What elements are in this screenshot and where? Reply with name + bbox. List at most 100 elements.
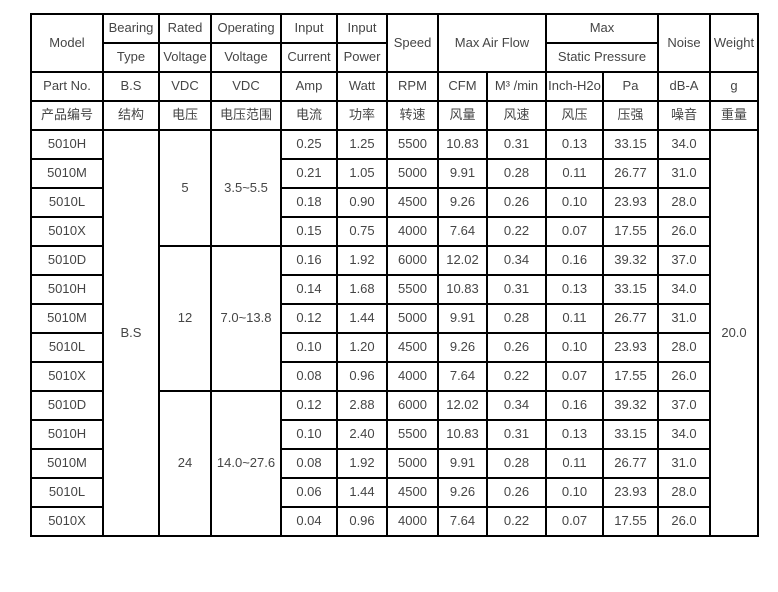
cell-model: 5010D (30, 390, 104, 421)
unit-inch-h2o: Inch-H2o (545, 71, 604, 102)
header-operating-line1: Operating (210, 13, 282, 44)
cell-cfm: 7.64 (437, 216, 488, 247)
fan-spec-table-wrap: Model Bearing Rated Operating Input Inpu… (30, 13, 759, 537)
cell-rpm: 4500 (386, 477, 439, 508)
header-bearing-line1: Bearing (102, 13, 160, 44)
unit-m3min: M³ /min (486, 71, 547, 102)
header-power-line1: Input (336, 13, 388, 44)
table-row: 5010H 0.10 2.40 5500 10.83 0.31 0.13 33.… (30, 419, 758, 450)
cell-model: 5010D (30, 245, 104, 276)
cn-noise: 噪音 (657, 100, 711, 131)
header-rated-line1: Rated (158, 13, 212, 44)
cell-pa: 26.77 (602, 448, 659, 479)
cell-db: 37.0 (657, 390, 711, 421)
cell-rpm: 4500 (386, 332, 439, 363)
cell-pa: 17.55 (602, 506, 659, 537)
cell-weight-value: 20.0 (709, 129, 759, 537)
cell-amp: 0.04 (280, 506, 338, 537)
cell-amp: 0.08 (280, 448, 338, 479)
cell-watt: 0.96 (336, 506, 388, 537)
cell-model: 5010X (30, 361, 104, 392)
unit-operating-voltage: VDC (210, 71, 282, 102)
cell-m3: 0.22 (486, 216, 547, 247)
cell-pa: 33.15 (602, 419, 659, 450)
table-row: 5010M 0.21 1.05 5000 9.91 0.28 0.11 26.7… (30, 158, 758, 189)
cell-cfm: 10.83 (437, 274, 488, 305)
cell-db: 26.0 (657, 361, 711, 392)
cell-m3: 0.31 (486, 274, 547, 305)
cell-watt: 0.96 (336, 361, 388, 392)
header-weight: Weight (709, 13, 759, 73)
cn-air-speed: 风速 (486, 100, 547, 131)
cell-inch: 0.10 (545, 477, 604, 508)
cell-watt: 1.20 (336, 332, 388, 363)
cell-cfm: 9.26 (437, 187, 488, 218)
header-current-line1: Input (280, 13, 338, 44)
cell-m3: 0.22 (486, 361, 547, 392)
cell-watt: 0.90 (336, 187, 388, 218)
cell-cfm: 7.64 (437, 506, 488, 537)
table-row: 5010H B.S 5 3.5~5.5 0.25 1.25 5500 10.83… (30, 129, 759, 537)
cell-amp: 0.08 (280, 361, 338, 392)
cell-amp: 0.10 (280, 419, 338, 450)
header-rated-line2: Voltage (158, 42, 212, 73)
cell-model: 5010L (30, 477, 104, 508)
cn-rated-voltage: 电压 (158, 100, 212, 131)
unit-power: Watt (336, 71, 388, 102)
cell-rpm: 4000 (386, 506, 439, 537)
cell-cfm: 9.91 (437, 448, 488, 479)
cell-amp: 0.06 (280, 477, 338, 508)
table-row: 5010M 0.08 1.92 5000 9.91 0.28 0.11 26.7… (30, 448, 758, 479)
table-row: 5010H 0.14 1.68 5500 10.83 0.31 0.13 33.… (30, 274, 758, 305)
cell-inch: 0.07 (545, 506, 604, 537)
header-model: Model (30, 13, 104, 73)
cell-rpm: 5000 (386, 303, 439, 334)
cell-db: 31.0 (657, 158, 711, 189)
cell-inch: 0.13 (545, 419, 604, 450)
cn-bearing: 结构 (102, 100, 160, 131)
cell-m3: 0.26 (486, 187, 547, 218)
cn-speed: 转速 (386, 100, 439, 131)
cell-voltage-group2: 12 (158, 245, 212, 392)
cell-m3: 0.34 (486, 390, 547, 421)
cell-cfm: 9.91 (437, 158, 488, 189)
cell-rpm: 4000 (386, 216, 439, 247)
cell-db: 34.0 (657, 419, 711, 450)
cell-db: 26.0 (657, 216, 711, 247)
cell-inch: 0.13 (545, 274, 604, 305)
cell-model: 5010M (30, 158, 104, 189)
cn-pressure1: 风压 (545, 100, 604, 131)
cell-db: 37.0 (657, 245, 711, 276)
header-operating-line2: Voltage (210, 42, 282, 73)
header-static-pressure: Static Pressure (545, 42, 659, 73)
cell-cfm: 10.83 (437, 129, 488, 160)
cell-model: 5010H (30, 274, 104, 305)
cn-power: 功率 (336, 100, 388, 131)
table-row: 5010L 0.18 0.90 4500 9.26 0.26 0.10 23.9… (30, 187, 758, 218)
unit-speed: RPM (386, 71, 439, 102)
cell-range-group2: 7.0~13.8 (210, 245, 282, 392)
cell-m3: 0.31 (486, 129, 547, 160)
cell-db: 34.0 (657, 274, 711, 305)
cell-rpm: 5500 (386, 419, 439, 450)
cell-pa: 23.93 (602, 332, 659, 363)
cell-amp: 0.12 (280, 390, 338, 421)
cell-db: 31.0 (657, 448, 711, 479)
cell-pa: 23.93 (602, 187, 659, 218)
cell-amp: 0.15 (280, 216, 338, 247)
header-noise: Noise (657, 13, 711, 73)
header-speed: Speed (386, 13, 439, 73)
cell-amp: 0.14 (280, 274, 338, 305)
unit-cfm: CFM (437, 71, 488, 102)
cell-voltage-group3: 24 (158, 390, 212, 537)
cell-cfm: 9.91 (437, 303, 488, 334)
cell-db: 26.0 (657, 506, 711, 537)
cn-weight: 重量 (709, 100, 759, 131)
cell-m3: 0.31 (486, 419, 547, 450)
cell-watt: 1.05 (336, 158, 388, 189)
cell-watt: 0.75 (336, 216, 388, 247)
cell-pa: 39.32 (602, 245, 659, 276)
cell-rpm: 4500 (386, 187, 439, 218)
cell-m3: 0.26 (486, 332, 547, 363)
